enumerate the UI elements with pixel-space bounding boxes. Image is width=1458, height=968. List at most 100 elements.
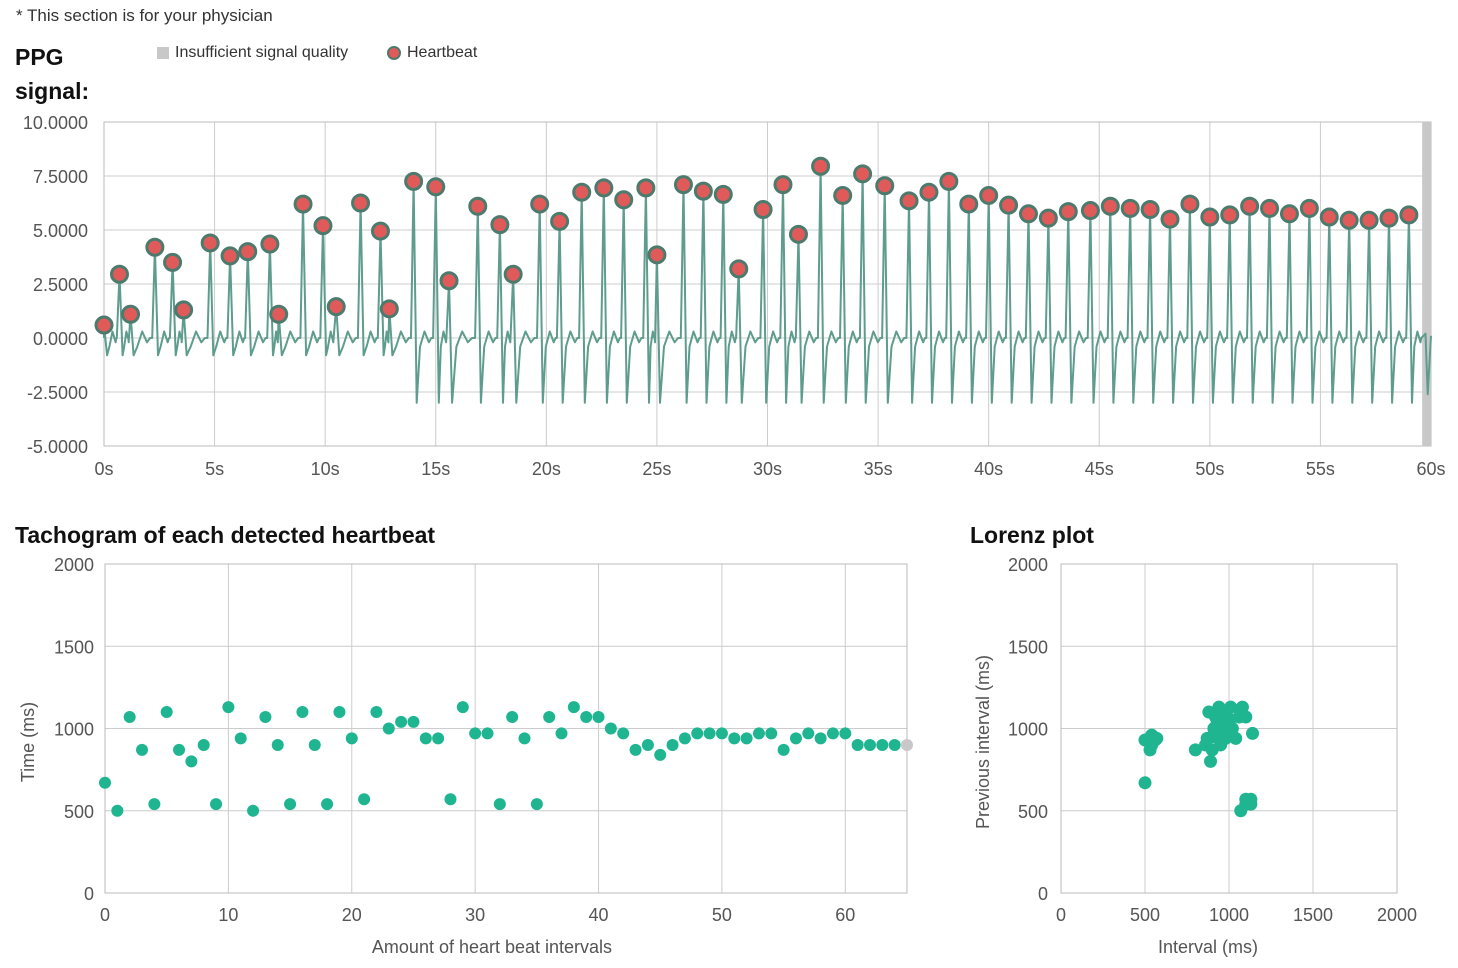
legend-insufficient: Insufficient signal quality bbox=[157, 44, 348, 62]
lorenz-point bbox=[1138, 776, 1152, 790]
tachogram-point bbox=[481, 727, 494, 740]
ppg-y-tick-label: -5.0000 bbox=[27, 437, 88, 457]
tachogram-y-tick-label: 0 bbox=[84, 884, 94, 904]
tachogram-point bbox=[456, 701, 469, 714]
lorenz-point bbox=[1244, 792, 1258, 806]
lorenz-point bbox=[1188, 743, 1202, 757]
lorenz-point bbox=[1239, 710, 1253, 724]
heartbeat-marker bbox=[550, 211, 570, 231]
ppg-x-tick-label: 5s bbox=[205, 459, 224, 479]
tachogram-x-tick-label: 10 bbox=[218, 905, 238, 925]
heartbeat-marker-icon bbox=[387, 46, 401, 60]
heartbeat-marker bbox=[269, 304, 289, 324]
heartbeat-marker bbox=[313, 216, 333, 236]
tachogram-title: Tachogram of each detected heartbeat bbox=[15, 522, 436, 548]
ppg-x-tick-label: 50s bbox=[1195, 459, 1224, 479]
tachogram-point bbox=[777, 743, 790, 756]
lorenz-point bbox=[1204, 754, 1218, 768]
ppg-signal-line bbox=[103, 165, 1432, 404]
heartbeat-marker bbox=[1140, 199, 1160, 219]
tachogram-point bbox=[173, 743, 186, 756]
heartbeat-marker bbox=[1359, 210, 1379, 230]
lorenz-point bbox=[1148, 733, 1162, 747]
tachogram-point bbox=[185, 755, 198, 768]
heartbeat-marker bbox=[200, 233, 220, 253]
tachogram-point bbox=[617, 727, 630, 740]
tachogram-y-tick-label: 500 bbox=[64, 802, 94, 822]
tachogram-point bbox=[247, 804, 260, 817]
heartbeat-marker bbox=[1220, 205, 1240, 225]
heartbeat-marker bbox=[439, 271, 459, 291]
heartbeat-marker bbox=[370, 221, 390, 241]
heartbeat-marker bbox=[673, 175, 693, 195]
heartbeat-marker bbox=[503, 264, 523, 284]
tachogram-point bbox=[826, 727, 839, 740]
lorenz-title: Lorenz plot bbox=[970, 522, 1094, 548]
heartbeat-marker bbox=[1339, 210, 1359, 230]
tachogram-y-tick-label: 2000 bbox=[54, 555, 94, 575]
ppg-x-tick-label: 0s bbox=[94, 459, 113, 479]
ppg-x-tick-label: 15s bbox=[421, 459, 450, 479]
ppg-title-line2: signal: bbox=[15, 78, 90, 104]
ppg-y-tick-label: 0.0000 bbox=[33, 329, 88, 349]
tachogram-point bbox=[789, 732, 802, 745]
tachogram-point bbox=[888, 738, 901, 751]
tachogram-point bbox=[580, 710, 593, 723]
tachogram-point bbox=[666, 738, 679, 751]
tachogram-point bbox=[123, 710, 136, 723]
tachogram-point bbox=[691, 727, 704, 740]
lorenz-x-tick-label: 500 bbox=[1130, 905, 1160, 925]
heartbeat-marker bbox=[426, 177, 446, 197]
heartbeat-marker bbox=[899, 191, 919, 211]
tachogram-point bbox=[345, 732, 358, 745]
lorenz-y-tick-label: 1500 bbox=[1008, 637, 1048, 657]
heartbeat-marker bbox=[1319, 207, 1339, 227]
tachogram-point bbox=[592, 710, 605, 723]
heartbeat-marker bbox=[1260, 198, 1280, 218]
heartbeat-marker bbox=[572, 182, 592, 202]
heartbeat-marker bbox=[959, 194, 979, 214]
tachogram-x-tick-label: 60 bbox=[835, 905, 855, 925]
heartbeat-marker bbox=[1100, 196, 1120, 216]
lorenz-y-axis-label: Previous interval (ms) bbox=[973, 655, 993, 829]
heartbeat-marker bbox=[788, 224, 808, 244]
ppg-title-line1: PPG bbox=[15, 44, 64, 70]
ppg-y-tick-label: -2.5000 bbox=[27, 383, 88, 403]
heartbeat-marker bbox=[1058, 202, 1078, 222]
tachogram-point bbox=[901, 738, 913, 751]
tachogram-x-axis-label: Amount of heart beat intervals bbox=[372, 937, 612, 957]
tachogram-point bbox=[629, 743, 642, 756]
tachogram-point bbox=[136, 743, 149, 756]
ppg-x-tick-label: 55s bbox=[1306, 459, 1335, 479]
ppg-x-tick-label: 60s bbox=[1416, 459, 1445, 479]
tachogram-point bbox=[518, 732, 531, 745]
heartbeat-marker bbox=[753, 199, 773, 219]
tachogram-x-tick-label: 30 bbox=[465, 905, 485, 925]
heartbeat-marker bbox=[979, 185, 999, 205]
ppg-y-tick-label: 7.5000 bbox=[33, 167, 88, 187]
tachogram-point bbox=[493, 798, 506, 811]
tachogram-point bbox=[333, 706, 346, 719]
lorenz-x-tick-label: 0 bbox=[1056, 905, 1066, 925]
tachogram-point bbox=[740, 732, 753, 745]
tachogram-point bbox=[543, 710, 556, 723]
lorenz-x-axis-label: Interval (ms) bbox=[1158, 937, 1258, 957]
tachogram-point bbox=[814, 732, 827, 745]
heartbeat-marker bbox=[1080, 201, 1100, 221]
tachogram-point bbox=[271, 738, 284, 751]
insufficient-swatch-icon bbox=[157, 47, 169, 59]
tachogram-point bbox=[863, 738, 876, 751]
lorenz-y-tick-label: 2000 bbox=[1008, 555, 1048, 575]
heartbeat-marker bbox=[729, 259, 749, 279]
tachogram-point bbox=[851, 738, 864, 751]
heartbeat-marker bbox=[999, 195, 1019, 215]
ppg-signal-title: PPG signal: bbox=[15, 40, 115, 108]
heartbeat-marker bbox=[109, 264, 129, 284]
tachogram-y-tick-label: 1500 bbox=[54, 637, 94, 657]
heartbeat-marker bbox=[94, 315, 114, 335]
heartbeat-marker bbox=[174, 300, 194, 320]
heartbeat-marker bbox=[145, 237, 165, 257]
tachogram-point bbox=[802, 727, 815, 740]
tachogram-x-tick-label: 50 bbox=[712, 905, 732, 925]
